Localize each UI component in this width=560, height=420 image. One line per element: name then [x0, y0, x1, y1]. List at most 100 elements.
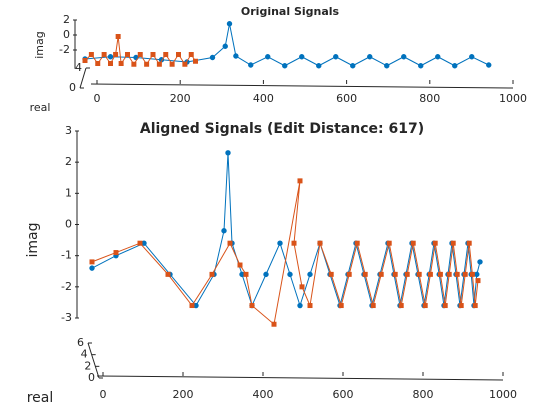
marker: [475, 278, 481, 284]
marker: [462, 271, 468, 277]
y-axis-label: imag: [25, 223, 41, 258]
marker: [282, 63, 288, 69]
marker: [221, 228, 227, 234]
marker: [317, 240, 323, 246]
x-tick-label: 1000: [489, 388, 517, 401]
marker: [182, 61, 188, 67]
z-axis: [79, 67, 87, 89]
marker: [299, 54, 305, 60]
marker: [277, 240, 283, 246]
marker: [450, 240, 456, 246]
marker: [469, 54, 475, 60]
z-tick-label: 0: [88, 371, 95, 384]
marker: [328, 271, 334, 277]
x-tick-label: 0: [100, 388, 107, 401]
marker: [370, 303, 376, 309]
y-tick-label: 3: [65, 124, 72, 137]
marker: [307, 271, 313, 278]
x-tick-label: 400: [253, 388, 274, 401]
marker: [176, 52, 181, 57]
marker: [225, 150, 231, 156]
z-axis-label: real: [27, 390, 54, 406]
x-tick-label: 0: [94, 92, 101, 105]
marker: [82, 58, 88, 63]
marker: [118, 61, 124, 66]
marker: [466, 240, 472, 246]
x-tick-label: 1000: [499, 92, 527, 105]
marker: [354, 240, 360, 246]
marker: [384, 63, 390, 69]
marker: [446, 271, 452, 277]
marker: [346, 271, 352, 277]
marker: [474, 271, 480, 278]
marker: [291, 240, 297, 246]
series-line: [91, 180, 479, 326]
marker: [271, 321, 277, 327]
y-tick-label: 2: [63, 13, 70, 26]
marker: [193, 58, 198, 64]
marker: [307, 303, 313, 309]
marker: [427, 271, 433, 277]
x-tick-label: 200: [173, 388, 194, 401]
marker: [297, 178, 303, 184]
marker: [113, 250, 119, 256]
chart-title: Original Signals: [241, 5, 340, 18]
marker: [243, 271, 249, 277]
x-tick-label: 200: [170, 92, 191, 105]
marker: [113, 52, 119, 57]
marker: [442, 303, 448, 309]
marker: [249, 303, 255, 309]
marker: [248, 62, 254, 68]
marker: [287, 271, 293, 278]
marker: [226, 21, 233, 27]
marker: [108, 61, 113, 66]
marker: [333, 54, 339, 60]
marker: [163, 52, 169, 57]
marker: [367, 54, 373, 60]
y-axis-label: imag: [33, 31, 46, 59]
x-tick-label: 600: [333, 388, 354, 401]
z-tick-label: 2: [84, 359, 91, 372]
marker: [437, 271, 443, 277]
marker: [88, 52, 94, 57]
marker: [188, 52, 194, 57]
marker: [115, 34, 121, 39]
y-tick-label: 1: [65, 186, 72, 199]
marker: [398, 303, 404, 309]
z-tick-label: 0: [69, 81, 76, 94]
marker: [227, 240, 233, 246]
z-axis-label: real: [30, 101, 51, 114]
marker: [95, 61, 101, 66]
marker: [265, 54, 271, 60]
marker: [144, 61, 150, 67]
marker: [169, 61, 175, 67]
marker: [458, 303, 464, 309]
x-tick-label: 800: [413, 388, 434, 401]
marker: [469, 271, 475, 277]
series-line: [84, 36, 196, 66]
marker: [101, 52, 107, 57]
marker: [150, 52, 156, 57]
marker: [165, 271, 171, 277]
marker: [486, 62, 492, 68]
z-tick-label: 4: [75, 61, 82, 74]
marker: [410, 240, 416, 246]
marker: [418, 63, 424, 69]
marker: [477, 259, 483, 265]
marker: [454, 271, 460, 277]
marker: [89, 265, 95, 271]
y-tick-label: -2: [61, 280, 72, 293]
marker: [338, 303, 344, 309]
marker: [107, 54, 114, 60]
y-tick-label: -2: [59, 43, 70, 56]
marker: [452, 63, 458, 69]
marker: [362, 271, 368, 277]
marker: [209, 54, 216, 61]
x-axis: [90, 83, 514, 89]
chart-title: Aligned Signals (Edit Distance: 617): [140, 121, 424, 137]
marker: [404, 271, 410, 277]
x-tick-label: 600: [336, 92, 357, 105]
y-tick-label: -3: [61, 311, 72, 324]
marker: [156, 61, 162, 67]
